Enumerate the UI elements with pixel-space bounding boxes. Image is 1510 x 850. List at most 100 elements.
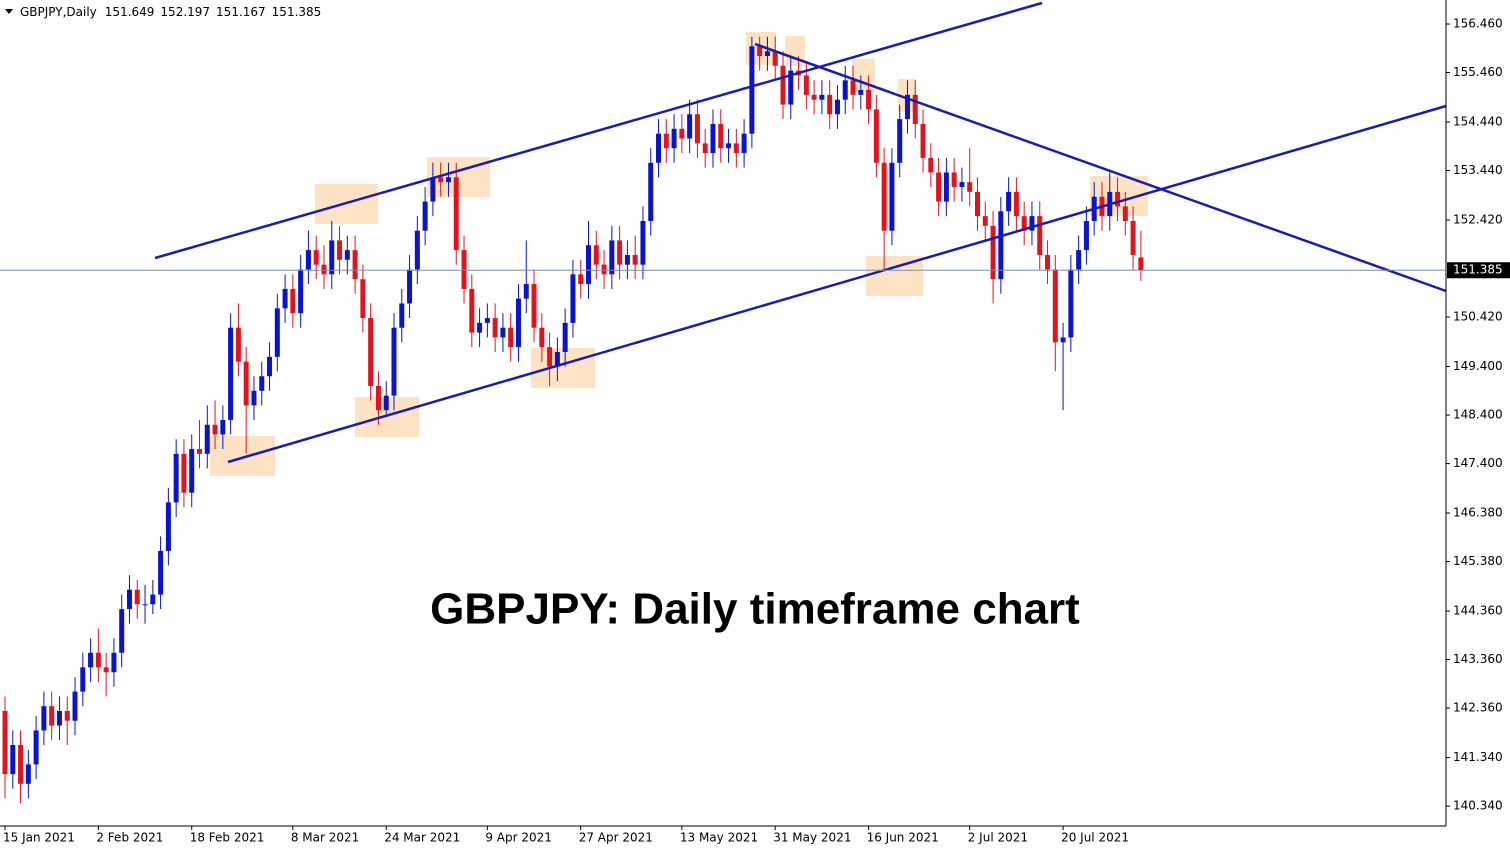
candle-body	[764, 51, 770, 57]
candle-body	[531, 284, 537, 328]
candle-body	[2, 711, 8, 775]
y-tick-label: 141.340	[1453, 750, 1503, 764]
candle-body	[757, 46, 763, 57]
candle-body	[500, 327, 506, 338]
y-tick-label: 156.460	[1453, 17, 1503, 31]
candle-body	[305, 250, 311, 270]
candle-body	[461, 250, 467, 289]
candle-body	[990, 225, 996, 280]
candle-body	[33, 730, 39, 765]
menu-arrow[interactable]	[5, 9, 13, 14]
candle-body	[399, 303, 405, 328]
x-tick-label: 16 Jun 2021	[867, 831, 939, 845]
candle-body	[111, 652, 117, 673]
candle-body	[492, 318, 498, 338]
candle-body	[912, 94, 918, 124]
candle-body	[998, 211, 1004, 280]
candle-body	[562, 322, 568, 352]
candle-body	[313, 250, 319, 265]
y-tick-label: 145.380	[1453, 554, 1503, 568]
candle-body	[453, 177, 459, 251]
candle-body	[49, 706, 55, 726]
trend-line	[227, 104, 1447, 464]
x-tick-label: 13 May 2021	[680, 831, 758, 845]
candle-body	[391, 327, 397, 396]
candle-body	[1021, 216, 1027, 231]
candle-body	[181, 453, 187, 493]
candle-body	[515, 298, 521, 348]
candle-body	[586, 245, 591, 285]
x-tick-label: 15 Jan 2021	[3, 831, 75, 845]
candle-body	[352, 250, 358, 280]
y-tick-label: 143.360	[1453, 652, 1503, 666]
candle-body	[430, 177, 436, 202]
candle-body	[119, 609, 125, 653]
candle-body	[1068, 269, 1074, 338]
candle-body	[344, 250, 350, 260]
candle-body	[10, 744, 16, 775]
candle-body	[142, 604, 148, 606]
candle-body	[959, 182, 965, 188]
candle-body	[570, 274, 576, 323]
candle-body	[718, 123, 724, 149]
candle-body	[780, 65, 786, 105]
candle-body	[88, 652, 94, 668]
candle-body	[298, 269, 304, 314]
candle-body	[803, 75, 809, 95]
candle-body	[640, 220, 646, 265]
x-tick-label: 9 Apr 2021	[485, 831, 552, 845]
candle-body	[904, 94, 910, 120]
candle-body	[539, 327, 545, 348]
candle-body	[656, 133, 662, 163]
candle-body	[212, 424, 218, 435]
candle-body	[547, 347, 553, 367]
candle-body	[811, 94, 817, 100]
candle-body	[679, 128, 685, 139]
candle-body	[477, 322, 483, 333]
trend-line	[754, 42, 1447, 293]
header-close: 151.385	[272, 5, 322, 19]
candle-body	[819, 94, 825, 100]
y-tick-label: 150.420	[1453, 310, 1503, 324]
candle-body	[632, 254, 638, 265]
candle-body	[1083, 220, 1089, 251]
candle-body	[18, 744, 24, 784]
y-tick-label: 154.440	[1453, 115, 1503, 129]
candle-body	[329, 240, 335, 275]
candle-body	[445, 177, 451, 183]
y-tick-label: 153.440	[1453, 163, 1503, 177]
candle-body	[126, 589, 132, 610]
candle-body	[1122, 206, 1128, 221]
x-tick-label: 27 Apr 2021	[579, 831, 653, 845]
candle-body	[1060, 337, 1066, 343]
y-tick-label: 140.340	[1453, 799, 1503, 813]
candle-body	[407, 269, 413, 304]
candle-body	[1013, 191, 1019, 217]
candles	[2, 36, 1144, 804]
header-high: 152.197	[160, 5, 210, 19]
candle-body	[624, 254, 630, 265]
candle-body	[710, 123, 716, 154]
candle-body	[80, 667, 86, 692]
candle-body	[943, 172, 949, 202]
candle-body	[866, 89, 872, 110]
candle-body	[554, 351, 560, 367]
y-tick-label: 152.420	[1453, 213, 1503, 227]
candle-body	[1076, 250, 1082, 270]
x-tick-label: 2 Jul 2021	[968, 831, 1028, 845]
x-tick-label: 8 Mar 2021	[291, 831, 359, 845]
candle-body	[1029, 216, 1035, 231]
candle-body	[873, 109, 879, 163]
candle-body	[150, 594, 156, 605]
candle-body	[282, 288, 288, 309]
candle-body	[671, 128, 677, 149]
candle-body	[578, 274, 584, 285]
x-tick-label: 2 Feb 2021	[96, 831, 163, 845]
candle-body	[220, 419, 226, 435]
candle-body	[204, 424, 210, 454]
candle-body	[936, 172, 942, 202]
candle-body	[858, 89, 864, 95]
candle-body	[1006, 191, 1012, 212]
